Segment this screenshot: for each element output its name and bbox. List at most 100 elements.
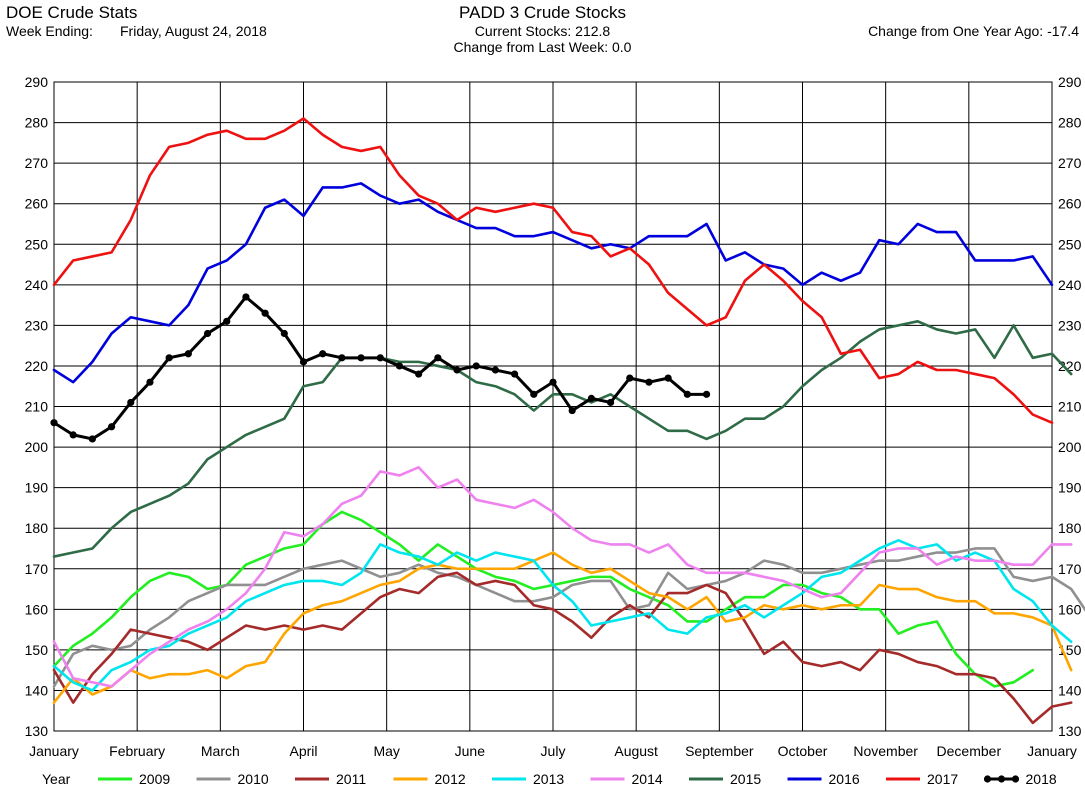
data-point-2018 — [127, 398, 135, 407]
y-tick-label-right: 240 — [1058, 277, 1082, 293]
data-point-2018 — [146, 378, 154, 386]
y-tick-label-left: 180 — [25, 520, 49, 536]
y-tick-label-right: 220 — [1058, 358, 1082, 374]
y-tick-label-right: 210 — [1058, 399, 1082, 415]
data-point-2018 — [107, 423, 116, 431]
series-line-2013 — [52, 539, 1073, 692]
y-tick-label-right: 180 — [1058, 520, 1082, 536]
data-point-2018 — [357, 354, 365, 362]
y-tick-label-left: 230 — [25, 317, 49, 333]
y-tick-label-left: 160 — [25, 601, 49, 617]
data-point-2018 — [568, 406, 576, 415]
series-line-2017 — [52, 117, 1054, 425]
data-point-2018 — [626, 374, 634, 382]
data-point-2018 — [530, 390, 538, 398]
x-tick-label: April — [289, 743, 317, 759]
plot-frame — [53, 81, 1053, 732]
data-point-2018 — [184, 350, 192, 358]
y-tick-label-right: 230 — [1058, 317, 1082, 333]
x-tick-label: August — [614, 743, 658, 759]
y-tick-label-left: 220 — [25, 358, 49, 374]
data-point-2018 — [50, 419, 58, 427]
x-tick-label: May — [373, 743, 399, 759]
data-point-2018 — [606, 398, 615, 407]
data-point-2018 — [376, 354, 384, 362]
legend-title: Year — [42, 771, 71, 787]
y-tick-label-right: 170 — [1058, 561, 1082, 577]
y-tick-label-right: 250 — [1058, 236, 1082, 252]
data-point-2018 — [261, 309, 269, 317]
data-point-2018 — [664, 374, 672, 382]
week-ending-label: Week Ending: — [6, 23, 93, 39]
data-point-2018 — [203, 329, 212, 338]
y-tick-label-left: 280 — [25, 115, 49, 131]
y-tick-label-left: 170 — [25, 561, 49, 577]
y-tick-label-right: 140 — [1058, 682, 1082, 698]
x-tick-label: March — [201, 743, 240, 759]
data-point-2018 — [69, 431, 77, 439]
y-tick-label-left: 130 — [25, 723, 49, 739]
legend-label-2017: 2017 — [927, 771, 958, 787]
data-point-2018 — [280, 329, 288, 338]
x-tick-label: July — [541, 743, 566, 759]
data-point-2018 — [587, 394, 595, 402]
legend-label-2010: 2010 — [238, 771, 269, 787]
data-point-2018 — [223, 317, 231, 325]
data-point-2018 — [338, 354, 346, 362]
legend-label-2015: 2015 — [730, 771, 761, 787]
data-point-2018 — [511, 370, 519, 378]
x-tick-label: January — [29, 743, 79, 759]
data-point-2018 — [88, 435, 96, 443]
data-point-2018 — [299, 358, 308, 366]
data-point-2018 — [319, 350, 327, 358]
legend-label-2016: 2016 — [829, 771, 860, 787]
legend-label-2009: 2009 — [139, 771, 170, 787]
data-point-2018 — [453, 366, 461, 374]
x-tick-label: November — [853, 743, 918, 759]
x-tick-label: February — [109, 743, 165, 759]
x-tick-label: October — [778, 743, 828, 759]
legend-label-2014: 2014 — [632, 771, 663, 787]
x-tick-label: December — [937, 743, 1002, 759]
series-line-2014 — [52, 466, 1073, 688]
change-last-week: Change from Last Week: 0.0 — [453, 39, 632, 55]
data-point-2018 — [434, 354, 442, 362]
legend-label-2013: 2013 — [533, 771, 564, 787]
data-point-2018 — [165, 354, 173, 362]
x-tick-label: September — [685, 743, 754, 759]
data-point-2018 — [645, 378, 653, 386]
y-tick-label-left: 210 — [25, 399, 49, 415]
y-tick-label-right: 160 — [1058, 601, 1082, 617]
y-tick-label-left: 140 — [25, 682, 49, 698]
y-tick-label-right: 290 — [1058, 74, 1082, 90]
series-line-2009 — [52, 510, 1035, 688]
legend-label-2011: 2011 — [336, 771, 366, 787]
y-tick-label-left: 150 — [25, 642, 49, 658]
current-stocks: Current Stocks: 212.8 — [474, 23, 611, 39]
y-tick-label-left: 200 — [25, 439, 49, 455]
x-tick-label: January — [1027, 743, 1077, 759]
y-tick-label-left: 270 — [25, 155, 49, 171]
legend-label-2012: 2012 — [435, 771, 466, 787]
y-tick-label-right: 280 — [1058, 115, 1082, 131]
y-tick-label-left: 260 — [25, 196, 49, 212]
y-tick-label-right: 270 — [1058, 155, 1082, 171]
y-tick-label-left: 250 — [25, 236, 49, 252]
y-tick-label-right: 200 — [1058, 439, 1082, 455]
series-line-2012 — [52, 551, 1073, 704]
data-point-2018 — [549, 378, 557, 386]
legend-marker-2018 — [1011, 775, 1020, 783]
y-tick-label-right: 260 — [1058, 196, 1082, 212]
chart-title: PADD 3 Crude Stocks — [459, 3, 626, 22]
data-point-2018 — [395, 362, 404, 370]
week-ending-value: Friday, August 24, 2018 — [120, 23, 267, 39]
series-line-2011 — [52, 571, 1073, 725]
data-point-2018 — [683, 390, 691, 398]
series-line-2010 — [52, 547, 1085, 688]
legend-label-2018: 2018 — [1026, 771, 1057, 787]
legend-marker-2018 — [997, 775, 1006, 783]
series-line-2016 — [52, 182, 1054, 384]
y-tick-label-right: 190 — [1058, 480, 1082, 496]
x-tick-label: June — [455, 743, 486, 759]
y-tick-label-left: 290 — [25, 74, 49, 90]
